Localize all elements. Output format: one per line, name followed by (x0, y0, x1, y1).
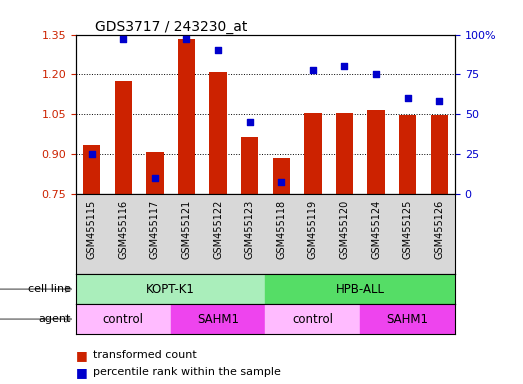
Bar (209, 72, 226, 194)
Bar (146, 152, 164, 194)
Text: GDS3717 / 243230_at: GDS3717 / 243230_at (95, 20, 247, 33)
Point (245, 119, 254, 125)
Bar (266, 274, 455, 304)
Point (119, 36, 128, 42)
Point (403, 95, 412, 101)
Point (435, 98, 444, 104)
Bar (272, 158, 290, 194)
Bar (399, 115, 416, 194)
Point (182, 36, 190, 42)
Text: control: control (103, 313, 144, 326)
Text: transformed count: transformed count (93, 350, 196, 360)
Point (372, 71, 380, 78)
Bar (336, 113, 353, 194)
Text: GSM455115: GSM455115 (87, 200, 97, 259)
Text: GSM455119: GSM455119 (308, 200, 318, 259)
Bar (170, 304, 266, 334)
Text: control: control (292, 313, 333, 326)
Text: SAHM1: SAHM1 (197, 313, 239, 326)
Bar (266, 304, 360, 334)
Text: ■: ■ (76, 349, 92, 362)
Text: GSM455122: GSM455122 (213, 200, 223, 259)
Point (340, 63, 349, 70)
Bar (76, 274, 266, 304)
Bar (430, 115, 448, 194)
Bar (360, 304, 455, 334)
Point (277, 179, 286, 185)
Text: SAHM1: SAHM1 (386, 313, 429, 326)
Text: GSM455125: GSM455125 (403, 200, 413, 259)
Point (214, 47, 222, 53)
Bar (115, 81, 132, 194)
Point (87, 151, 96, 157)
Text: percentile rank within the sample: percentile rank within the sample (93, 367, 280, 377)
Text: HPB-ALL: HPB-ALL (336, 283, 385, 296)
Text: KOPT-K1: KOPT-K1 (146, 283, 195, 296)
Text: cell line: cell line (28, 284, 71, 294)
Text: GSM455126: GSM455126 (434, 200, 444, 259)
Text: GSM455116: GSM455116 (118, 200, 128, 259)
Text: GSM455124: GSM455124 (371, 200, 381, 259)
Text: GSM455118: GSM455118 (276, 200, 286, 259)
Bar (241, 137, 258, 194)
Text: ■: ■ (76, 366, 92, 379)
Text: GSM455121: GSM455121 (181, 200, 191, 259)
Text: GSM455120: GSM455120 (339, 200, 349, 259)
Bar (83, 144, 100, 194)
Text: GSM455117: GSM455117 (150, 200, 160, 259)
Text: agent: agent (38, 314, 71, 324)
Point (151, 175, 159, 181)
Bar (304, 113, 322, 194)
Text: GSM455123: GSM455123 (245, 200, 255, 259)
Bar (367, 110, 385, 194)
Bar (76, 304, 170, 334)
Point (309, 66, 317, 73)
Bar (178, 38, 195, 194)
